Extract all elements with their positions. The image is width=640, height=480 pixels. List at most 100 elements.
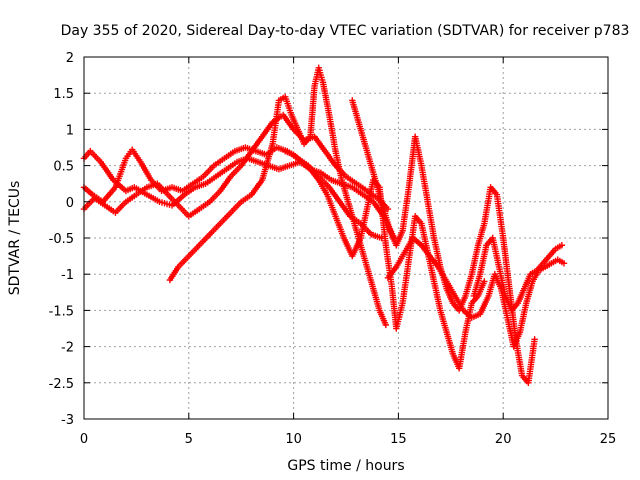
series-marker-trail xyxy=(320,81,332,116)
series-marker-trail xyxy=(284,148,295,157)
y-tick-label: 0 xyxy=(66,196,74,211)
series-marker-trail xyxy=(323,149,338,167)
series-marker-trail xyxy=(333,215,347,239)
series-marker-trail xyxy=(394,229,405,247)
y-tick-label: -1.5 xyxy=(49,304,74,319)
series-marker-trail xyxy=(249,135,265,153)
series-marker-trail xyxy=(155,182,170,196)
series-marker-trail xyxy=(113,157,129,189)
series-marker-trail xyxy=(145,192,161,204)
series-marker-trail xyxy=(451,301,461,312)
series-marker-trail xyxy=(204,174,218,186)
series-marker-trail xyxy=(520,374,530,385)
series-marker-trail xyxy=(214,167,228,179)
series-marker-trail xyxy=(300,160,312,171)
series-marker-trail xyxy=(101,185,118,204)
series-track-h xyxy=(470,234,566,314)
series-marker-trail xyxy=(364,179,376,210)
series-marker-trail xyxy=(494,193,507,239)
series-marker-trail xyxy=(511,331,523,348)
data-point xyxy=(560,260,568,267)
series-marker-trail xyxy=(240,192,253,204)
series-marker-trail xyxy=(218,175,233,193)
series-marker-trail xyxy=(461,308,474,320)
series-marker-trail xyxy=(477,294,491,316)
data-series xyxy=(80,64,568,386)
series-marker-trail xyxy=(477,244,490,276)
x-tick-label: 10 xyxy=(285,432,302,447)
series-marker-trail xyxy=(529,268,538,277)
series-marker-trail xyxy=(82,185,94,197)
y-tick-label: 1.5 xyxy=(53,87,74,102)
series-marker-trail xyxy=(170,184,184,194)
series-marker-trail xyxy=(399,186,412,232)
x-tick-label: 0 xyxy=(80,432,88,447)
series-marker-trail xyxy=(550,257,559,266)
series-marker-trail xyxy=(469,244,481,276)
series-marker-trail xyxy=(239,149,254,167)
series-marker-trail xyxy=(82,196,96,211)
y-tick-label: 0.5 xyxy=(53,160,74,175)
series-marker-trail xyxy=(525,338,538,384)
series-marker-trail xyxy=(88,149,103,164)
y-tick-label: -1 xyxy=(61,268,74,283)
series-marker-trail xyxy=(202,164,216,178)
series-marker-trail xyxy=(292,153,304,164)
series-marker-trail xyxy=(377,309,389,326)
series-track-d xyxy=(166,64,390,329)
y-axis-label: SDTVAR / TECUs xyxy=(7,181,23,296)
series-marker-trail xyxy=(289,113,301,131)
series-marker-trail xyxy=(187,243,201,258)
series-marker-trail xyxy=(541,254,551,265)
series-marker-trail xyxy=(176,254,191,269)
series-marker-trail xyxy=(212,156,226,168)
series-marker-trail xyxy=(135,185,148,197)
series-marker-trail xyxy=(124,192,138,204)
series-marker-trail xyxy=(431,237,443,268)
series-marker-trail xyxy=(517,302,529,334)
series-marker-trail xyxy=(282,95,294,116)
series-marker-trail xyxy=(316,178,330,196)
series-marker-trail xyxy=(521,273,533,290)
series-marker-trail xyxy=(288,159,301,169)
series-marker-trail xyxy=(547,247,558,258)
axis-ticks: -3-2.5-2-1.5-1-0.500.511.520 5 10 15 20 25 xyxy=(49,51,617,447)
series-marker-trail xyxy=(484,236,495,247)
y-tick-label: 1 xyxy=(66,123,74,138)
series-marker-trail xyxy=(418,164,431,203)
series-marker-trail xyxy=(166,193,180,207)
chart-title: Day 355 of 2020, Sidereal Day-to-day VTE… xyxy=(61,23,630,39)
series-marker-trail xyxy=(312,135,327,153)
series-marker-trail xyxy=(181,181,195,193)
series-marker-trail xyxy=(93,196,107,208)
series-marker-trail xyxy=(402,236,416,254)
series-marker-trail xyxy=(412,135,425,167)
series-marker-trail xyxy=(475,280,487,298)
series-marker-trail xyxy=(453,294,466,312)
data-point xyxy=(558,242,566,249)
x-tick-label: 5 xyxy=(185,432,193,447)
series-marker-trail xyxy=(249,178,265,196)
series-marker-trail xyxy=(158,199,173,208)
series-marker-trail xyxy=(544,261,553,269)
series-marker-trail xyxy=(114,200,128,214)
series-marker-trail xyxy=(98,160,116,182)
series-marker-trail xyxy=(319,171,333,182)
series-marker-trail xyxy=(191,174,205,186)
series-marker-trail xyxy=(259,142,276,182)
series-marker-trail xyxy=(431,280,443,312)
series-marker-trail xyxy=(332,150,345,182)
series-marker-trail xyxy=(218,211,233,225)
series-marker-trail xyxy=(198,200,211,211)
series-marker-trail xyxy=(124,185,136,194)
series-marker-trail xyxy=(411,236,423,247)
series-marker-trail xyxy=(399,258,412,305)
series-marker-trail xyxy=(489,185,499,196)
series-marker-trail xyxy=(428,254,440,269)
series-marker-trail xyxy=(470,294,480,305)
series-marker-trail xyxy=(277,94,287,103)
series-marker-trail xyxy=(419,243,432,258)
series-marker-trail xyxy=(260,120,275,138)
series-marker-trail xyxy=(510,301,520,312)
